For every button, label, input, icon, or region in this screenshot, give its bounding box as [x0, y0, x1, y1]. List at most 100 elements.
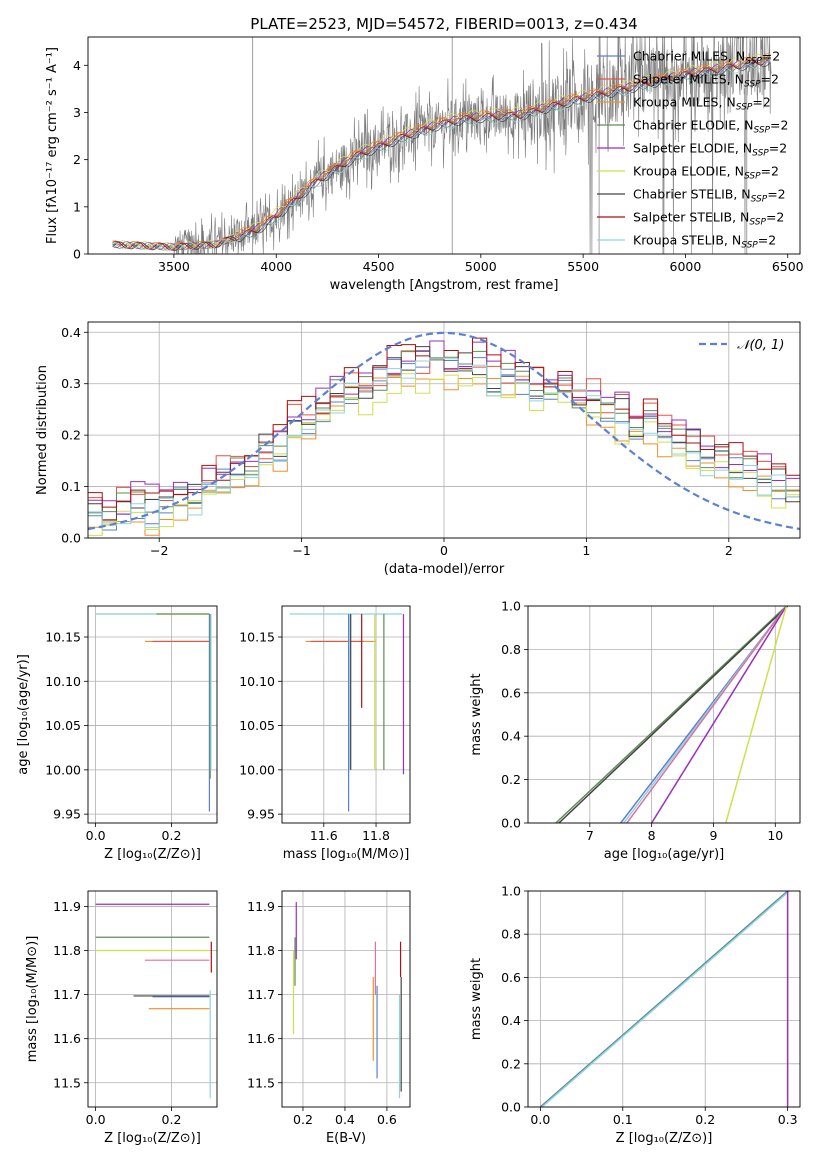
- y-tick-label: 0.0: [501, 1100, 521, 1115]
- legend-entry: Salpeter STELIB, NSSP=2: [633, 210, 784, 228]
- y-tick-label: 11.8: [247, 943, 275, 958]
- y-tick-label: 11.7: [247, 987, 275, 1002]
- panel-Z-mass-weight: 0.0 0.1 0.2 0.3 0.0 0.2 0.4 0.6 0.8 1.0 Z [log₁₀(Z…: [469, 884, 801, 1146]
- legend-entry: Salpeter ELODIE, NSSP=2: [633, 141, 787, 159]
- data-layer: [292, 902, 402, 1099]
- y-tick-label: 1.0: [501, 599, 521, 614]
- y-tick-label: 11.6: [247, 1031, 275, 1046]
- y-tick-label: 0.3: [61, 376, 81, 391]
- x-tick-label: 0.2: [695, 1112, 715, 1127]
- axes-frame: [87, 605, 218, 824]
- legend-entry: Kroupa ELODIE, NSSP=2: [633, 164, 779, 182]
- legend-entry: Kroupa STELIB, NSSP=2: [633, 233, 776, 251]
- y-tick-label: 4: [73, 58, 81, 73]
- data-layer: [289, 613, 405, 812]
- x-axis-label: Z [log₁₀(Z/Z⊙)]: [104, 847, 201, 862]
- y-axis-label: mass weight: [469, 673, 484, 755]
- y-tick-label: 0.8: [501, 927, 521, 942]
- figure-title: PLATE=2523, MJD=54572, FIBERID=0013, z=0…: [250, 15, 637, 33]
- axes-frame: [281, 605, 411, 824]
- y-tick-label: 0.4: [501, 729, 521, 744]
- x-tick-label: 0.2: [162, 828, 182, 843]
- grid: [282, 891, 410, 1107]
- y-axis-label: Normed distribution: [35, 365, 50, 495]
- x-tick-label: 0.2: [162, 1112, 182, 1127]
- legend-entry: Kroupa MILES, NSSP=2: [633, 95, 771, 113]
- line-salpeter-elodie: [650, 606, 788, 823]
- x-tick-label: −2: [150, 543, 168, 558]
- y-tick-label: 11.5: [247, 1075, 275, 1090]
- x-axis-label: wavelength [Angstrom, rest frame]: [330, 278, 559, 293]
- y-axis-label: mass weight: [469, 958, 484, 1040]
- y-tick-label: 11.9: [53, 899, 81, 914]
- y-tick-label: 0.1: [61, 479, 81, 494]
- x-tick-label: 11.6: [310, 828, 338, 843]
- y-tick-label: 11.8: [53, 943, 81, 958]
- y-tick-label: 0.6: [501, 685, 521, 700]
- histogram-kroupa-elodie: [88, 373, 800, 536]
- y-tick-label: 0.8: [501, 642, 521, 657]
- legend-entry: Chabrier ELODIE, NSSP=2: [633, 118, 788, 136]
- x-axis-label: (data-model)/error: [384, 562, 505, 577]
- y-tick-label: 0.4: [501, 1013, 521, 1028]
- x-tick-label: 2: [725, 543, 733, 558]
- y-tick-label: 10.05: [45, 718, 81, 733]
- y-tick-label: 10.15: [45, 630, 81, 645]
- x-axis-label: Z [log₁₀(Z/Z⊙)]: [104, 1131, 201, 1146]
- normal-curve: [88, 331, 800, 531]
- axes-frame: [527, 605, 801, 824]
- legend-entry: 𝒩(0, 1): [737, 338, 784, 353]
- y-tick-label: 11.6: [53, 1031, 81, 1046]
- x-tick-label: 4000: [260, 259, 292, 274]
- model-line-kroupa-stelib: [112, 60, 771, 252]
- x-tick-label: 0.1: [613, 1112, 633, 1127]
- histogram-kroupa-stelib: [88, 357, 800, 529]
- model-line-kroupa-miles: [112, 53, 771, 250]
- x-tick-label: 5500: [567, 259, 599, 274]
- y-tick-label: 2: [73, 152, 81, 167]
- line-pink: [626, 606, 788, 823]
- y-tick-label: 10.10: [45, 674, 81, 689]
- panel-age-vs-mass: 11.6 11.8 9.95 10.00 10.05 10.10 10.15 mass [lo…: [239, 605, 411, 862]
- axes-frame: [87, 321, 801, 539]
- x-axis-label: E(B-V): [326, 1131, 366, 1146]
- y-tick-label: 10.00: [45, 762, 81, 777]
- x-tick-label: 0.0: [86, 828, 106, 843]
- model-line-salpeter-stelib: [112, 57, 771, 251]
- axes-frame: [87, 890, 218, 1108]
- legend-entry: Chabrier MILES, NSSP=2: [633, 49, 780, 67]
- y-tick-label: 9.95: [247, 807, 275, 822]
- data-layer: [95, 613, 212, 812]
- y-tick-label: 10.00: [239, 762, 275, 777]
- x-tick-label: 0.2: [293, 1112, 313, 1127]
- x-axis-label: Z [log₁₀(Z/Z⊙)]: [616, 1131, 713, 1146]
- y-tick-label: 10.15: [239, 630, 275, 645]
- y-tick-label: 0.0: [501, 816, 521, 831]
- y-tick-label: 11.9: [247, 899, 275, 914]
- x-tick-label: 3500: [158, 259, 190, 274]
- y-tick-label: 0.2: [501, 772, 521, 787]
- line-kroupa-elodie: [725, 606, 788, 823]
- y-tick-label: 1.0: [501, 884, 521, 899]
- x-tick-label: 5000: [465, 259, 497, 274]
- axes-frame: [281, 890, 411, 1108]
- x-tick-label: 0.0: [86, 1112, 106, 1127]
- y-tick-label: 0.6: [501, 970, 521, 985]
- data-spectrum-line: [112, 37, 772, 254]
- x-tick-label: 0.0: [530, 1112, 550, 1127]
- panel-residuals: −2 −1 0 1 2 0.0 0.1 0.2 0.3 0.4 (data-model)/error…: [35, 321, 801, 577]
- y-axis-label: Flux [fλ10⁻¹⁷ erg cm⁻² s⁻¹ A⁻¹]: [45, 47, 60, 244]
- x-tick-label: 6500: [772, 259, 804, 274]
- grid: [88, 891, 217, 1107]
- plots-layer: 3500 4000 4500 5000 5500 6000 6500 0 1 2 3 4 wavelen…: [16, 36, 804, 1146]
- panel-mass-vs-EBV: 0.2 0.4 0.6 11.5 11.6 11.7 11.8 11.9 E(B-V): [247, 890, 411, 1146]
- x-tick-label: 4500: [363, 259, 395, 274]
- legend-entry: Chabrier STELIB, NSSP=2: [633, 187, 786, 205]
- model-line-chabrier-miles: [112, 58, 771, 251]
- grid: [528, 605, 800, 824]
- panel-age-mass-weight: 7 8 9 10 0.0 0.2 0.4 0.6 0.8 1.0 age [log₁₀(age/yr…: [469, 599, 801, 862]
- y-axis-label: age [log₁₀(age/yr)]: [16, 654, 31, 775]
- y-tick-label: 0.2: [501, 1056, 521, 1071]
- line-chabrier-stelib: [558, 606, 789, 823]
- grid: [88, 606, 217, 823]
